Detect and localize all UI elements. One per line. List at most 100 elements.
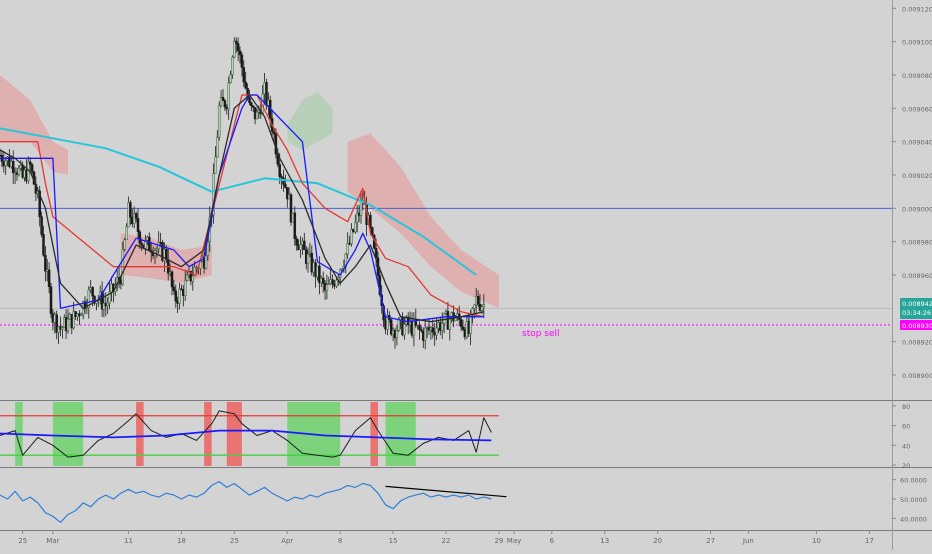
time-tick-label: 25: [18, 537, 27, 545]
candle-body: [233, 40, 236, 58]
price-tick-label: 0.009000: [902, 205, 932, 213]
oscillator-line: [0, 429, 492, 442]
candle-body: [40, 216, 43, 235]
indicator-tick-label: 50.0000: [900, 496, 927, 504]
oscillator-highlight: [385, 402, 416, 466]
candle-body: [248, 97, 251, 103]
candle-body: [219, 97, 223, 107]
stop-sell-annotation: stop sell: [522, 329, 560, 339]
candle-body: [251, 105, 255, 108]
candle-body: [318, 265, 321, 284]
time-tick-label: 17: [865, 537, 874, 545]
stop-price-value: 0.008930: [902, 322, 932, 330]
price-scale-area: [892, 0, 932, 550]
candle-body: [238, 50, 242, 56]
candle-body: [57, 326, 60, 333]
candle-body: [327, 283, 331, 286]
candle-body: [93, 295, 96, 304]
candle-body: [11, 161, 15, 174]
candle-body: [91, 287, 94, 297]
candle-body: [480, 306, 484, 311]
candle-body: [350, 229, 353, 244]
candle-body: [42, 234, 45, 256]
candle-body: [38, 190, 41, 218]
time-tick-label: 22: [442, 537, 451, 545]
candle-body: [461, 326, 465, 330]
time-tick-label: 27: [706, 537, 715, 545]
candle-body: [331, 279, 334, 285]
candle-body: [223, 100, 227, 108]
oscillator-highlight: [226, 402, 242, 466]
oscillator-tick-label: 60: [902, 423, 910, 431]
time-tick-label: Mar: [46, 537, 59, 545]
time-tick-label: 15: [389, 537, 398, 545]
candle-body: [134, 213, 138, 219]
candle-body: [303, 240, 306, 251]
time-tick-label: May: [507, 537, 521, 545]
candle-body: [469, 314, 472, 335]
candle-body: [250, 102, 253, 107]
candle-body: [355, 212, 359, 223]
candle-body: [476, 296, 480, 305]
candle-body: [170, 271, 174, 288]
oscillator-tick-label: 80: [902, 403, 910, 411]
candle-body: [471, 308, 474, 316]
candle-body: [66, 319, 70, 332]
candle-body: [174, 290, 178, 302]
candle-body: [206, 241, 210, 257]
candle-body: [295, 238, 298, 246]
time-tick-label: Jun: [742, 537, 754, 545]
candle-body: [284, 184, 287, 188]
candle-body: [242, 67, 246, 83]
time-tick-label: Apr: [281, 537, 293, 545]
price-tick-label: 0.009060: [902, 105, 932, 113]
price-tick-label: 0.009120: [902, 5, 932, 13]
candle-body: [442, 312, 446, 324]
candle-body: [125, 226, 128, 240]
candle-body: [386, 315, 389, 330]
candle-body: [431, 327, 435, 333]
candle-body: [403, 324, 406, 336]
candle-body: [282, 177, 285, 185]
bar-countdown: 03:34:26: [902, 309, 931, 317]
candle-body: [212, 173, 215, 216]
price-tick-label: 0.008900: [902, 372, 932, 380]
candle-body: [204, 255, 208, 269]
time-tick-label: 13: [600, 537, 609, 545]
candle-body: [325, 284, 329, 291]
last-price-value: 0.008942: [902, 300, 932, 308]
oscillator-highlight: [136, 402, 144, 466]
cloud-band: [0, 75, 68, 175]
candle-body: [106, 302, 109, 307]
candle-body: [44, 255, 47, 272]
candle-body: [4, 160, 7, 167]
time-tick-label: 6: [550, 537, 555, 545]
stop-price-badge: [900, 320, 932, 330]
indicator-trendline: [385, 485, 507, 498]
cloud-band: [287, 91, 333, 150]
candle-body: [102, 303, 106, 310]
oscillator-tick-label: 40: [902, 442, 910, 450]
candle-body: [123, 239, 126, 250]
candle-body: [473, 304, 476, 309]
candle-body: [85, 307, 89, 310]
candle-body: [389, 319, 393, 335]
candle-body: [80, 314, 83, 317]
oscillator-highlight: [204, 402, 212, 466]
candle-body: [369, 215, 372, 228]
candle-body: [289, 194, 293, 223]
price-tick-label: 0.008920: [902, 339, 932, 347]
candle-body: [244, 81, 247, 89]
candle-body: [272, 131, 276, 134]
candle-body: [359, 200, 363, 216]
candle-body: [144, 239, 147, 249]
candle-body: [136, 218, 140, 232]
candle-body: [148, 236, 151, 251]
price-series-line: [0, 127, 477, 276]
candle-body: [87, 289, 91, 308]
candle-body: [72, 311, 75, 329]
oscillator-highlight: [370, 402, 378, 466]
candle-body: [280, 176, 283, 179]
time-tick-label: 29: [494, 537, 503, 545]
